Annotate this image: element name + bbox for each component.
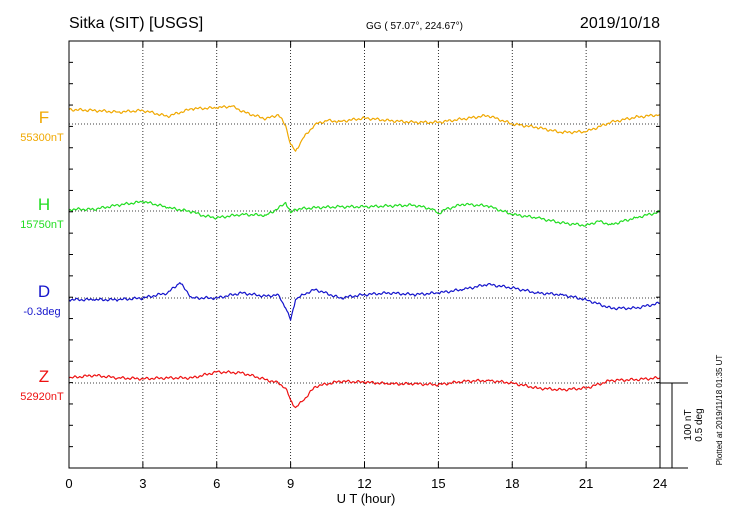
x-tick-label: 9 <box>287 476 294 491</box>
x-axis-title: U T (hour) <box>337 491 396 506</box>
series-line-z <box>68 370 661 409</box>
x-tick-label: 6 <box>213 476 220 491</box>
x-tick-label: 21 <box>579 476 593 491</box>
station-title: Sitka (SIT) [USGS] <box>69 15 203 32</box>
series-line-d <box>68 282 661 321</box>
series-line-h <box>68 200 661 227</box>
series-baseline-h: 15750nT <box>20 219 64 231</box>
series-name-f: F <box>39 108 49 127</box>
x-tick-label: 24 <box>653 476 667 491</box>
x-tick-label: 15 <box>431 476 445 491</box>
series-baseline-z: 52920nT <box>20 391 64 403</box>
series-line-f <box>68 105 661 152</box>
x-tick-label: 12 <box>357 476 371 491</box>
x-axis: 0 3 6 9 12 15 18 21 24 <box>65 40 667 491</box>
series-name-d: D <box>38 282 50 301</box>
series-name-z: Z <box>39 367 49 386</box>
x-tick-label: 3 <box>139 476 146 491</box>
series-name-h: H <box>38 195 50 214</box>
x-tick-label: 18 <box>505 476 519 491</box>
x-tick-label: 0 <box>65 476 72 491</box>
date-label: 2019/10/18 <box>580 15 660 32</box>
scale-bar: 100 nT 0.5 deg <box>660 382 705 469</box>
scale-deg-label: 0.5 deg <box>694 408 705 441</box>
grid <box>142 41 587 468</box>
series-baseline-f: 55300nT <box>20 132 64 144</box>
baselines <box>69 123 660 384</box>
scale-nt-label: 100 nT <box>683 409 694 440</box>
series-labels: F 55300nT H 15750nT D -0.3deg Z 52920nT <box>20 108 64 403</box>
coordinates-label: GG ( 57.07°, 224.67°) <box>366 21 463 32</box>
plot-frame <box>68 40 661 469</box>
series-baseline-d: -0.3deg <box>23 306 60 318</box>
plotted-at-label: Plotted at 2019/11/18 01:35 UT <box>715 355 724 466</box>
series-lines <box>68 105 661 409</box>
